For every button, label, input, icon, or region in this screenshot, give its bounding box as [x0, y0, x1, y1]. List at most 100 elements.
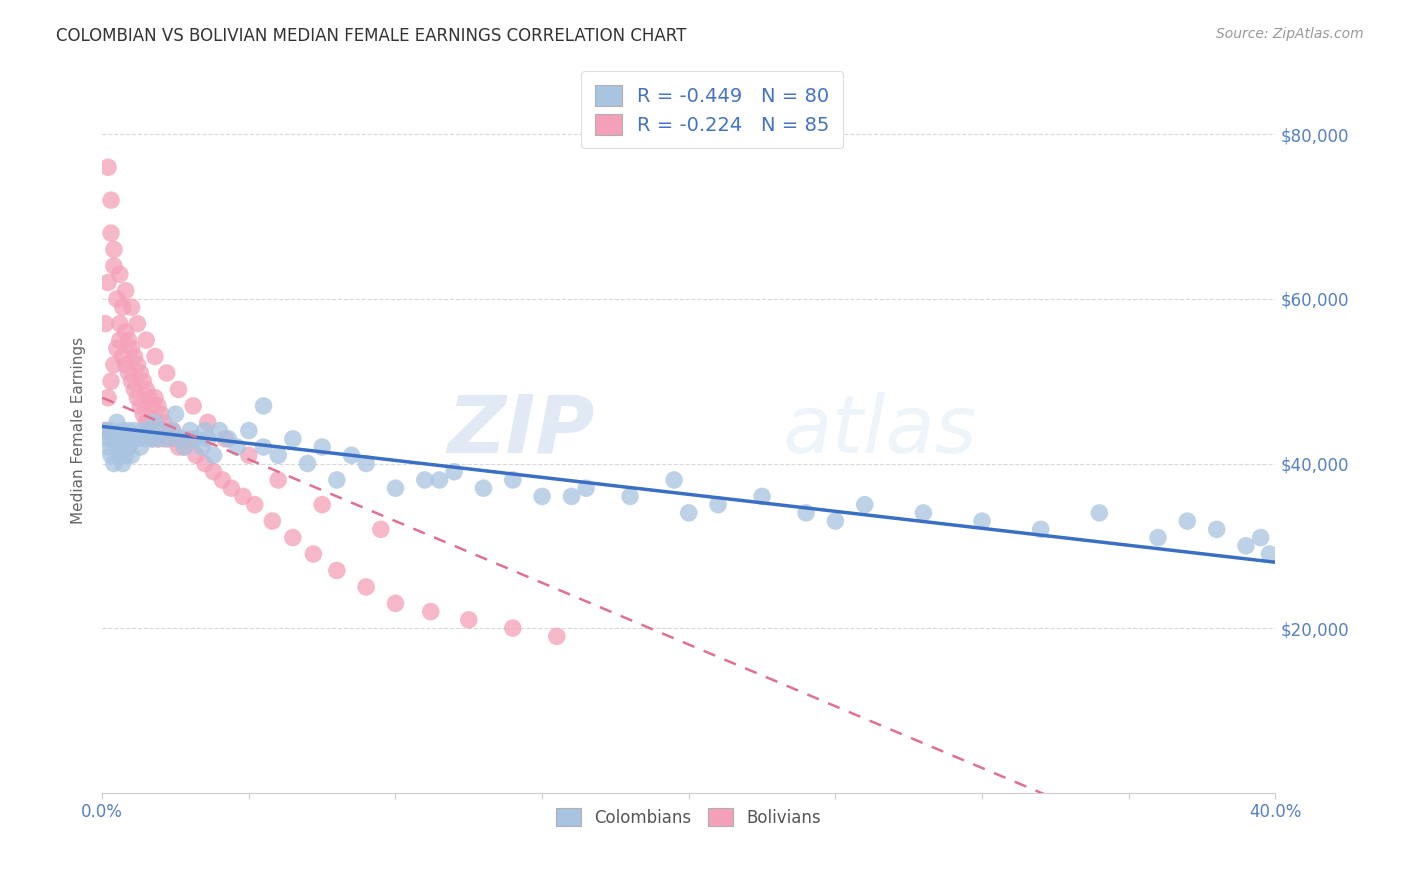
Point — [194, 457, 217, 471]
Point — [156, 432, 179, 446]
Point — [252, 399, 274, 413]
Point — [208, 424, 231, 438]
Point — [457, 613, 479, 627]
Point — [146, 432, 169, 446]
Point — [105, 341, 128, 355]
Point — [502, 473, 524, 487]
Point — [135, 432, 157, 446]
Point — [167, 432, 190, 446]
Point — [114, 358, 136, 372]
Point — [219, 481, 242, 495]
Point — [707, 498, 730, 512]
Point — [108, 267, 131, 281]
Point — [197, 432, 219, 446]
Point — [560, 490, 582, 504]
Point — [149, 424, 172, 438]
Point — [156, 424, 179, 438]
Legend: Colombians, Bolivians: Colombians, Bolivians — [548, 799, 830, 835]
Point — [132, 374, 155, 388]
Point — [297, 457, 319, 471]
Point — [197, 415, 219, 429]
Point — [472, 481, 495, 495]
Point — [1147, 531, 1170, 545]
Point — [129, 366, 152, 380]
Point — [173, 440, 195, 454]
Point — [662, 473, 685, 487]
Point — [384, 481, 406, 495]
Point — [546, 629, 568, 643]
Point — [238, 424, 260, 438]
Point — [103, 358, 125, 372]
Point — [281, 531, 304, 545]
Point — [108, 432, 131, 446]
Point — [97, 432, 120, 446]
Point — [143, 424, 166, 438]
Text: Source: ZipAtlas.com: Source: ZipAtlas.com — [1216, 27, 1364, 41]
Point — [1088, 506, 1111, 520]
Point — [156, 366, 179, 380]
Point — [138, 424, 160, 438]
Point — [173, 440, 195, 454]
Point — [191, 440, 214, 454]
Point — [211, 473, 233, 487]
Point — [121, 448, 143, 462]
Point — [121, 300, 143, 314]
Point — [105, 415, 128, 429]
Point — [105, 440, 128, 454]
Point — [184, 448, 207, 462]
Point — [232, 490, 254, 504]
Point — [912, 506, 935, 520]
Point — [311, 440, 333, 454]
Point — [194, 424, 217, 438]
Point — [94, 424, 117, 438]
Point — [108, 333, 131, 347]
Point — [127, 358, 149, 372]
Point — [619, 490, 641, 504]
Point — [100, 424, 122, 438]
Point — [970, 514, 993, 528]
Point — [143, 350, 166, 364]
Point — [167, 383, 190, 397]
Point — [111, 424, 134, 438]
Point — [138, 424, 160, 438]
Point — [202, 465, 225, 479]
Point — [384, 596, 406, 610]
Point — [159, 432, 181, 446]
Point — [262, 514, 284, 528]
Point — [135, 333, 157, 347]
Point — [165, 407, 187, 421]
Point — [162, 424, 184, 438]
Point — [370, 522, 392, 536]
Point — [143, 415, 166, 429]
Point — [281, 432, 304, 446]
Point — [146, 432, 169, 446]
Point — [1258, 547, 1281, 561]
Point — [114, 448, 136, 462]
Point — [202, 448, 225, 462]
Point — [129, 399, 152, 413]
Point — [111, 300, 134, 314]
Point — [1250, 531, 1272, 545]
Point — [1234, 539, 1257, 553]
Point — [1029, 522, 1052, 536]
Point — [252, 440, 274, 454]
Point — [179, 432, 201, 446]
Point — [100, 374, 122, 388]
Point — [146, 399, 169, 413]
Point — [94, 424, 117, 438]
Point — [184, 432, 207, 446]
Point — [97, 276, 120, 290]
Point — [121, 432, 143, 446]
Point — [141, 432, 163, 446]
Point — [153, 415, 176, 429]
Point — [100, 448, 122, 462]
Point — [121, 374, 143, 388]
Point — [149, 424, 172, 438]
Point — [97, 161, 120, 175]
Point — [149, 407, 172, 421]
Point — [124, 350, 146, 364]
Point — [103, 243, 125, 257]
Point — [127, 317, 149, 331]
Point — [214, 432, 236, 446]
Point — [117, 440, 139, 454]
